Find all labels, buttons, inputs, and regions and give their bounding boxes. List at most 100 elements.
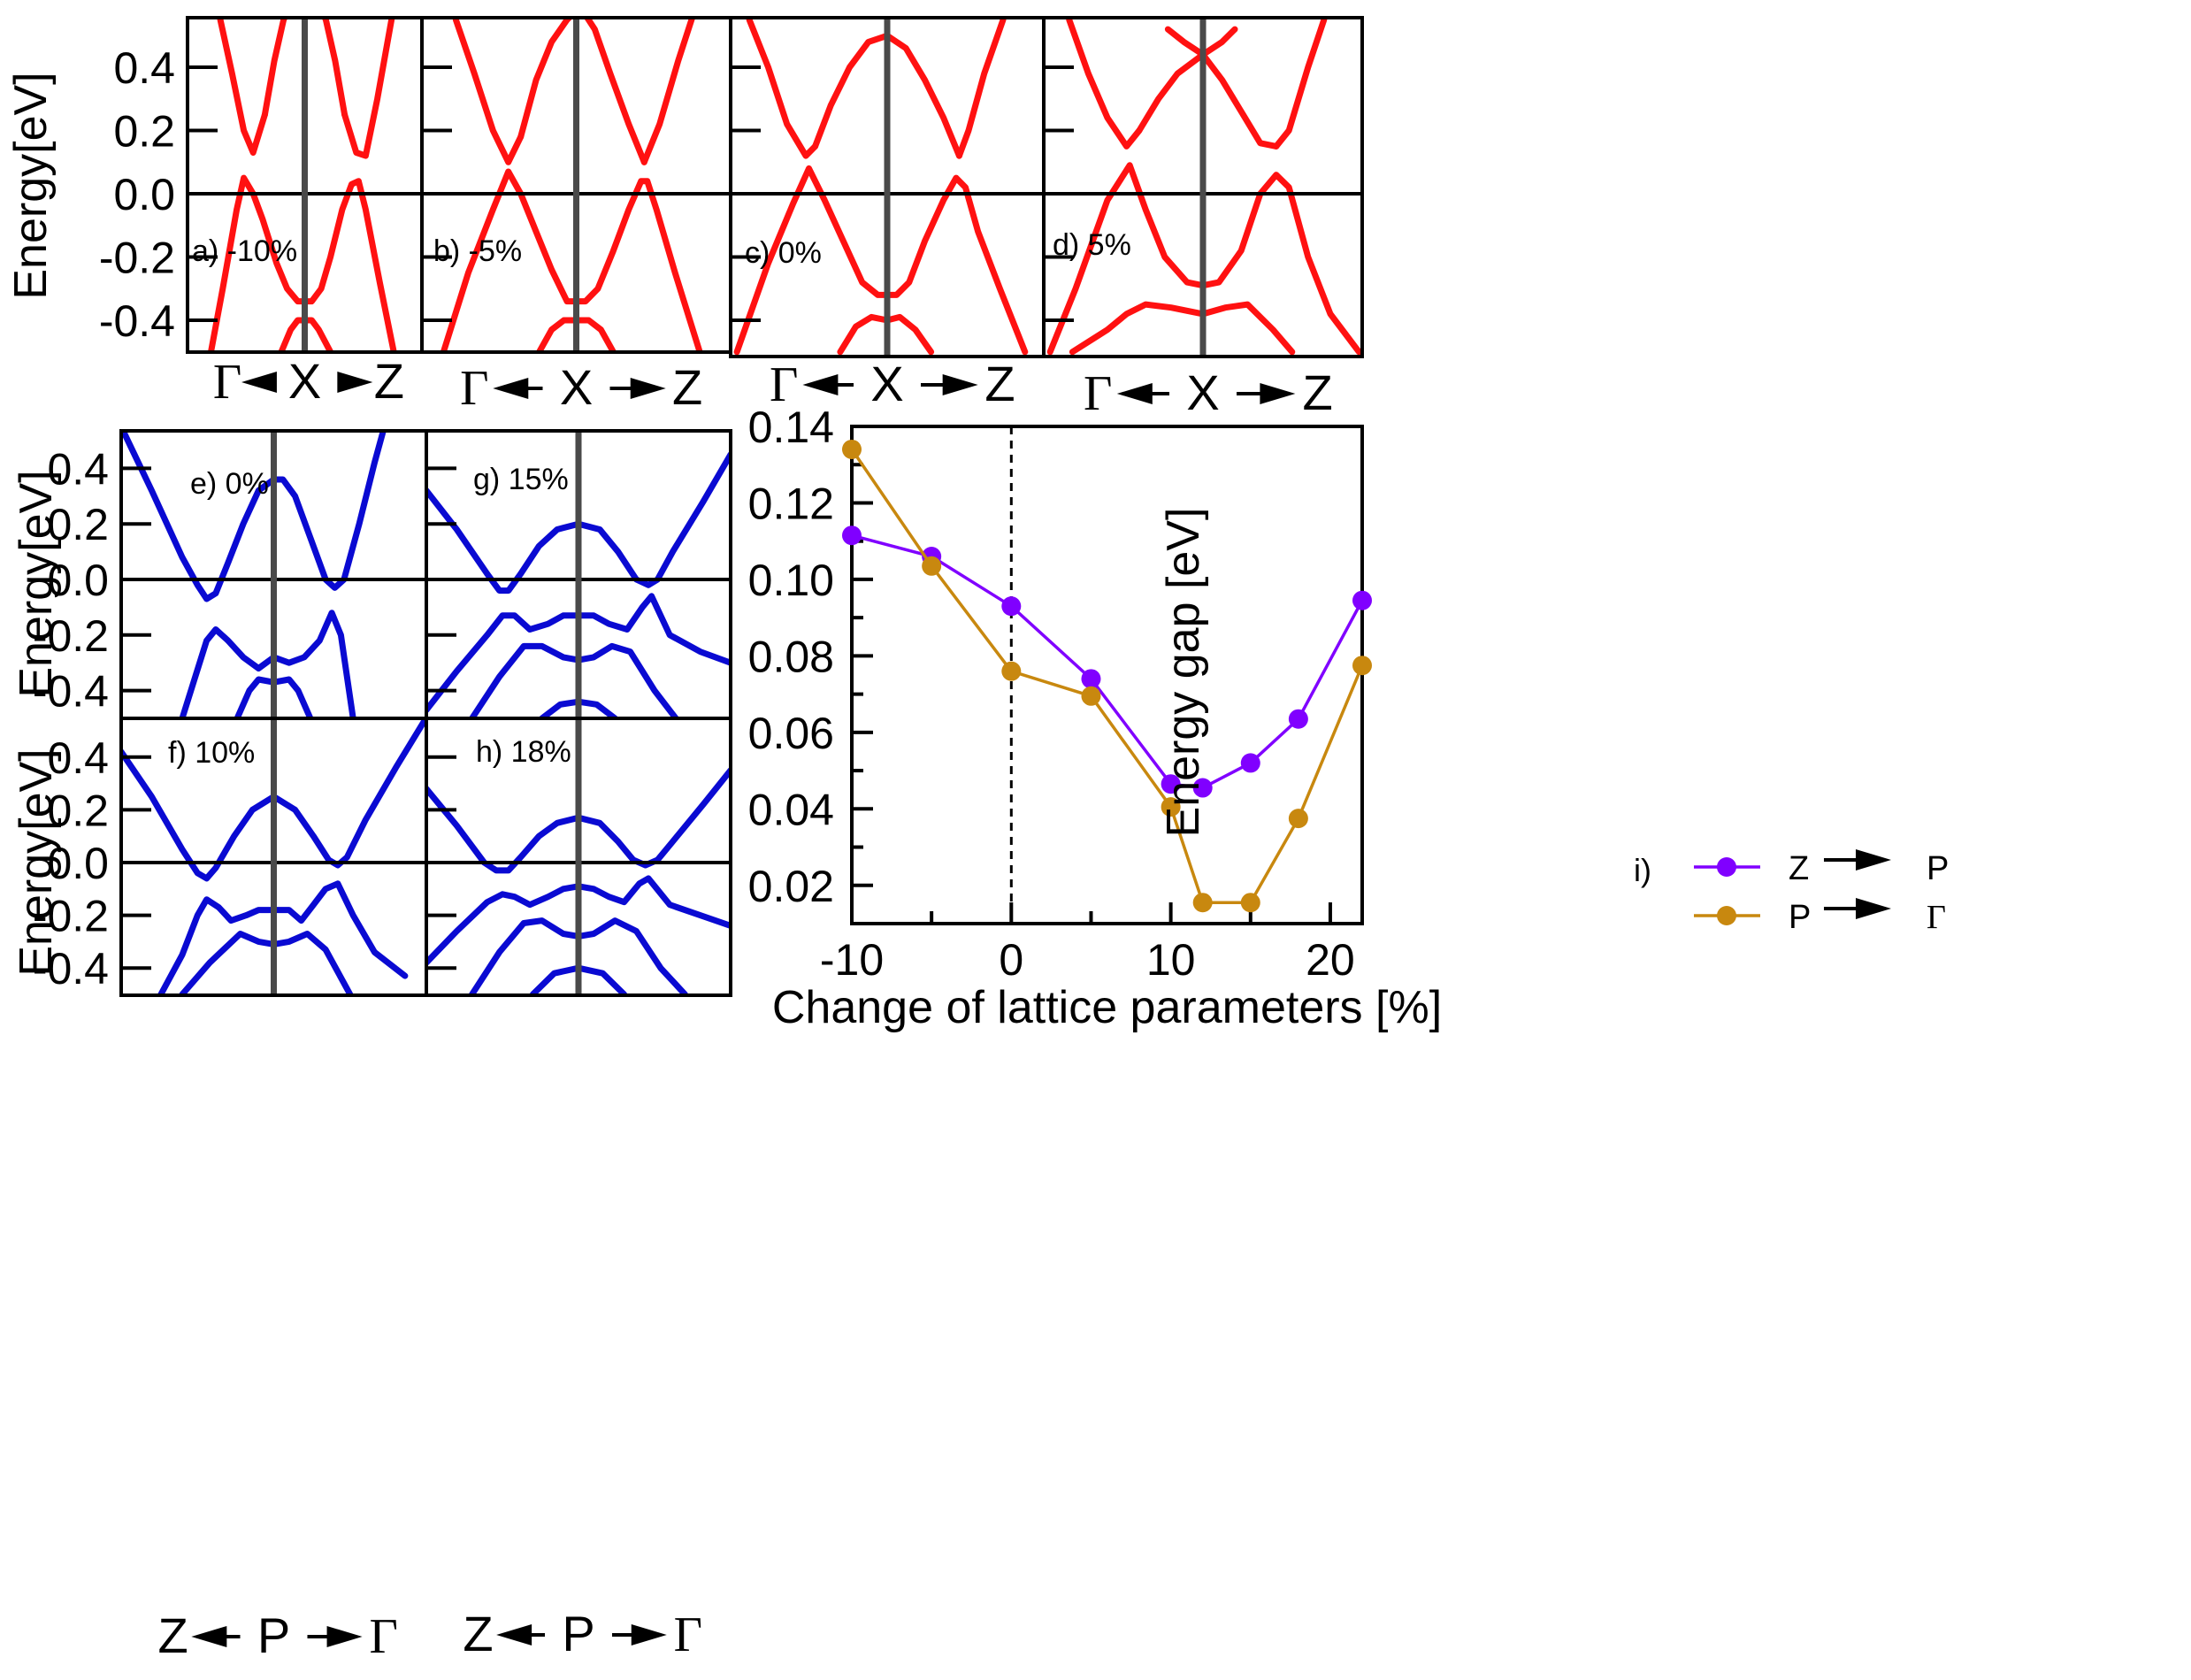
band-line-4: [1273, 18, 1328, 150]
bands-b: [440, 18, 703, 352]
arrow-right-head: [337, 372, 373, 393]
data-point: [1192, 778, 1213, 798]
arrow-left-head: [191, 1626, 227, 1647]
k-label-left: Γ: [1084, 366, 1112, 421]
panel-label: c) 0%: [745, 236, 822, 270]
y-tick-label: -0.2: [33, 892, 109, 941]
y-tick-label: 0.2: [47, 786, 109, 835]
arrow-right-head: [631, 1624, 667, 1645]
data-point: [842, 439, 862, 459]
panel-g: g) 15%: [425, 429, 732, 720]
k-label-right: Z: [672, 359, 702, 415]
arrow-right-head: [326, 1626, 363, 1647]
band-line-2: [179, 610, 356, 718]
data-point: [1001, 661, 1022, 681]
data-point: [1081, 669, 1101, 689]
panel-b: b) -5%: [420, 16, 732, 354]
legend-swatch-marker: [1717, 857, 1736, 877]
band-line-2: [261, 18, 288, 119]
y-tick-label: 0.0: [47, 839, 109, 888]
k-label-right: Z: [1302, 364, 1332, 420]
arrow-left-head: [802, 374, 839, 395]
data-point: [922, 556, 942, 576]
x-tick-label: 0: [999, 935, 1023, 985]
band-line-2: [812, 32, 891, 150]
panel-label: g) 15%: [473, 463, 569, 496]
panel-e: e) 0% 0.4 0.2 0.0 -0.2 -0.4: [33, 429, 428, 720]
legend-from: Z: [1789, 850, 1809, 887]
band-line-1: [1066, 18, 1143, 150]
k-label-mid: X: [870, 356, 903, 411]
arrow-left-head: [1116, 383, 1153, 404]
data-point: [1192, 893, 1213, 913]
x-tick-label: -10: [820, 935, 884, 985]
band-line-3: [321, 18, 349, 119]
k-label-right: Z: [374, 353, 404, 409]
series-p-gamma: [842, 439, 1372, 913]
k-label-mid: X: [560, 359, 593, 415]
band-line-6: [1069, 301, 1296, 356]
band-line-5: [733, 165, 1029, 356]
band-line-1: [746, 18, 819, 159]
k-label-right: Γ: [370, 1609, 398, 1664]
legend-to: P: [1927, 850, 1949, 887]
data-point: [1352, 590, 1372, 610]
panel-frame: [1042, 16, 1364, 358]
legend-from: P: [1789, 899, 1811, 936]
panel-c: c) 0%: [729, 16, 1046, 358]
bands-d: [1046, 18, 1362, 356]
legend: Z PP Γ: [1694, 849, 1949, 936]
panel-label: d) 5%: [1053, 228, 1131, 262]
y-tick-label: 0.02: [748, 862, 834, 911]
panel-frame: [425, 717, 732, 997]
y-tick-label: 0.12: [748, 479, 834, 528]
arrow-left-head: [496, 1624, 532, 1645]
y-tick-label: 0.08: [748, 632, 834, 681]
band-line-1: [121, 431, 387, 602]
arrow-left-head: [493, 378, 529, 399]
y-tick-label: 0.4: [113, 43, 175, 93]
k-label-mid: X: [1186, 364, 1219, 420]
arrow-right-head: [1260, 383, 1296, 404]
band-line-5: [440, 168, 703, 352]
arrow-left-head: [241, 372, 277, 393]
data-point: [1288, 709, 1308, 729]
x-tick-label: 10: [1146, 935, 1196, 985]
band-line-3: [583, 18, 647, 165]
y-axis-title: Energy[eV]: [11, 470, 62, 697]
band-line-1: [452, 18, 525, 165]
data-point: [842, 525, 862, 546]
k-label-right: Γ: [674, 1607, 702, 1662]
legend-arrow-head: [1856, 849, 1891, 871]
data-point: [1352, 656, 1372, 676]
band-line-2: [1136, 26, 1238, 134]
bands-c: [733, 18, 1029, 356]
plot-frame: [850, 425, 1364, 925]
y-axis-title: Energy gap [eV]: [1158, 508, 1209, 838]
series-line: [850, 448, 1364, 904]
series-z-p: [842, 525, 1372, 798]
arrow-right-head: [630, 378, 666, 399]
data-point: [1161, 797, 1181, 817]
y-tick-label: -0.2: [33, 611, 109, 661]
band-line-3: [1164, 26, 1280, 150]
data-point: [1161, 774, 1181, 794]
k-label-mid: P: [562, 1606, 594, 1661]
band-line-1: [217, 18, 268, 156]
legend-arrow-head: [1856, 898, 1891, 919]
legend-swatch-marker: [1717, 906, 1736, 925]
x-axis-title: Change of lattice parameters [%]: [772, 982, 1442, 1033]
panel-label: f) 10%: [168, 736, 255, 770]
k-label-mid: X: [288, 353, 321, 409]
data-point: [1081, 686, 1101, 706]
y-tick-label: 0.4: [47, 733, 109, 783]
y-tick-label: 0.0: [47, 556, 109, 605]
y-tick-label: -0.2: [99, 234, 175, 283]
k-label-left: Γ: [213, 355, 241, 410]
